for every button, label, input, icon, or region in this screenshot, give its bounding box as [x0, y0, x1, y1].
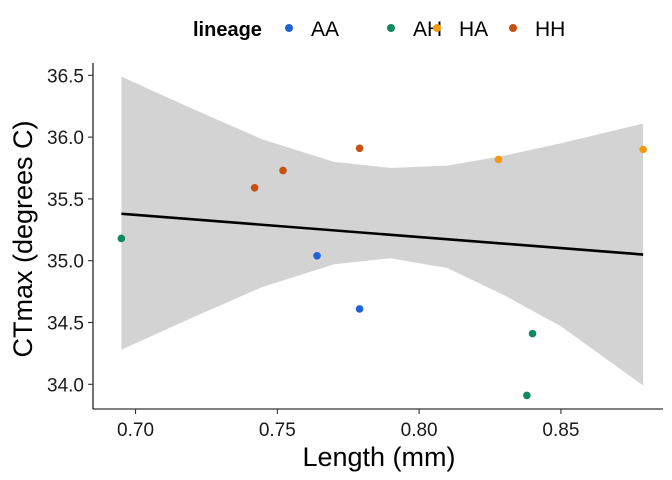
confidence-band-group	[121, 76, 644, 386]
regression-line	[121, 212, 644, 256]
data-point-ah	[528, 329, 537, 338]
data-point-hh	[355, 144, 364, 153]
y-tick-label: 36.0	[47, 128, 84, 149]
data-point-aa	[313, 251, 321, 260]
legend-label-hh: HH	[535, 18, 565, 41]
y-axis-title: CTmax (degrees C)	[8, 120, 38, 357]
trend-line-group	[121, 212, 644, 256]
x-axis-title: Length (mm)	[302, 442, 455, 472]
legend-key-hh	[509, 24, 517, 32]
legend-key-aa	[285, 24, 293, 32]
y-tick-label: 36.5	[47, 66, 84, 87]
data-point-hh	[250, 184, 259, 192]
legend-label-aa: AA	[311, 18, 339, 41]
data-point-aa	[355, 305, 364, 313]
legend-title: lineage	[193, 19, 262, 41]
y-tick-label: 34.5	[47, 314, 84, 335]
x-tick-label: 0.80	[401, 420, 438, 441]
y-tick-label: 35.0	[47, 252, 84, 273]
legend-label-ah: AH	[413, 18, 442, 41]
legend-label-ha: HA	[459, 18, 488, 41]
x-tick-label: 0.85	[542, 420, 579, 441]
data-point-ha	[639, 145, 647, 154]
data-point-ha	[494, 155, 503, 164]
x-tick-label: 0.70	[117, 420, 154, 441]
data-point-ah	[523, 391, 531, 400]
legend-key-ah	[387, 24, 395, 32]
y-tick-label: 34.0	[47, 375, 84, 396]
y-tick-label: 35.5	[47, 190, 84, 211]
x-tick-label: 0.75	[259, 420, 296, 441]
scatter-points	[117, 144, 647, 400]
legend-key-ha	[433, 24, 441, 32]
confidence-band	[121, 76, 644, 386]
axes: 0.70 0.75 0.80 0.85 34.0 34.5 35.0 35.5 36.0 36.…	[47, 63, 663, 441]
data-point-hh	[279, 166, 287, 175]
data-point-ah	[117, 234, 126, 243]
legend: lineage AA AH HA HH	[193, 18, 565, 41]
